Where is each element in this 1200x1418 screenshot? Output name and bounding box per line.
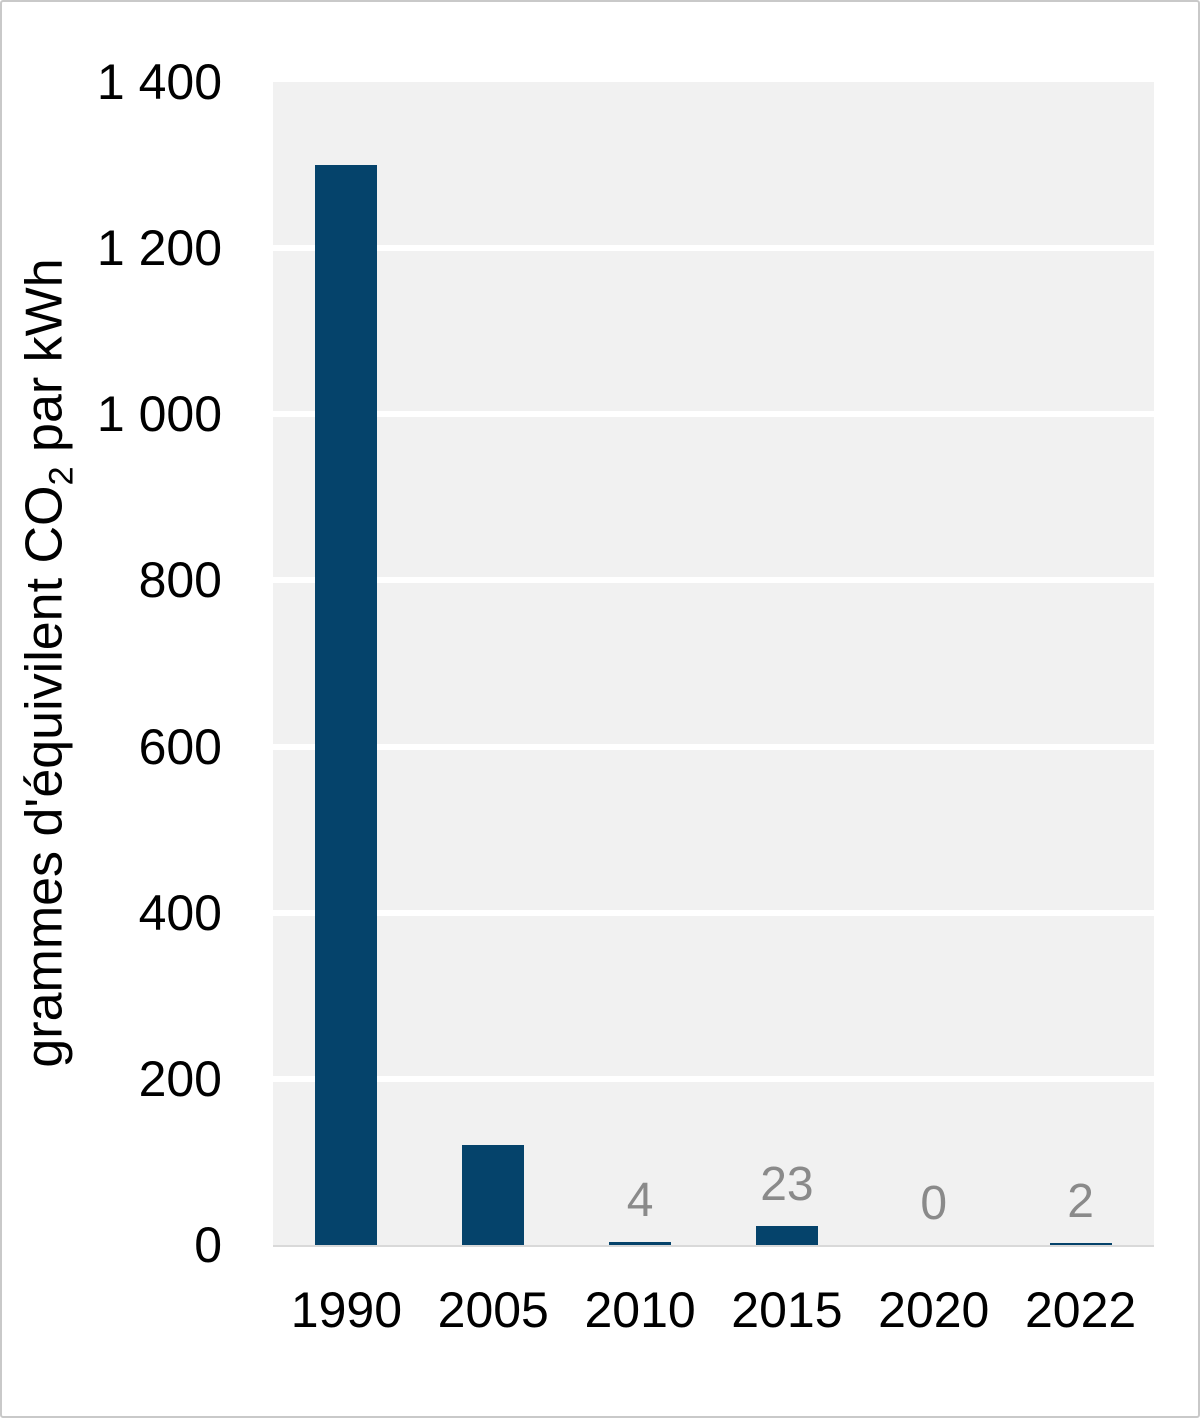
y-tick-label-0: 0	[194, 1217, 222, 1273]
data-label-2020: 0	[920, 1177, 948, 1230]
gridline-800	[273, 577, 1154, 584]
y-tick-label-600: 600	[138, 718, 222, 775]
y-tick-label-200: 200	[138, 1050, 222, 1107]
gridline-200	[273, 1075, 1154, 1082]
plot-area: 4 23 0 2	[273, 82, 1154, 1247]
gridline-600	[273, 743, 1154, 750]
x-tick-label-2015: 2015	[731, 1282, 843, 1338]
y-tick-label-400: 400	[138, 884, 222, 941]
gridline-400	[273, 909, 1154, 916]
bar-2022	[1049, 1243, 1112, 1245]
x-tick-label-1990: 1990	[290, 1282, 403, 1338]
x-tick-label-2005: 2005	[437, 1282, 549, 1338]
bar-2010	[609, 1241, 672, 1245]
data-label-2022: 2	[1067, 1175, 1094, 1228]
data-label-2015: 23	[760, 1157, 814, 1211]
bar-1990	[315, 165, 378, 1245]
data-label-2010: 4	[626, 1173, 654, 1227]
gridline-1000	[273, 411, 1154, 418]
x-tick-label-2022: 2022	[1024, 1282, 1137, 1338]
y-tick-label-1000: 1 000	[96, 386, 222, 443]
x-tick-label-2020: 2020	[878, 1282, 990, 1338]
x-tick-label-2010: 2010	[584, 1282, 696, 1338]
y-axis-title-subscript: 2	[42, 466, 81, 486]
y-tick-label-800: 800	[138, 552, 222, 609]
y-tick-label-1400: 1 400	[96, 54, 222, 110]
y-tick-label-1200: 1 200	[96, 220, 222, 277]
gridline-1200	[273, 245, 1154, 252]
bar-2015	[755, 1225, 818, 1245]
y-axis-title: grammes d'équivilent CO2 par kWh	[14, 258, 81, 1067]
bar-2005	[462, 1145, 525, 1245]
